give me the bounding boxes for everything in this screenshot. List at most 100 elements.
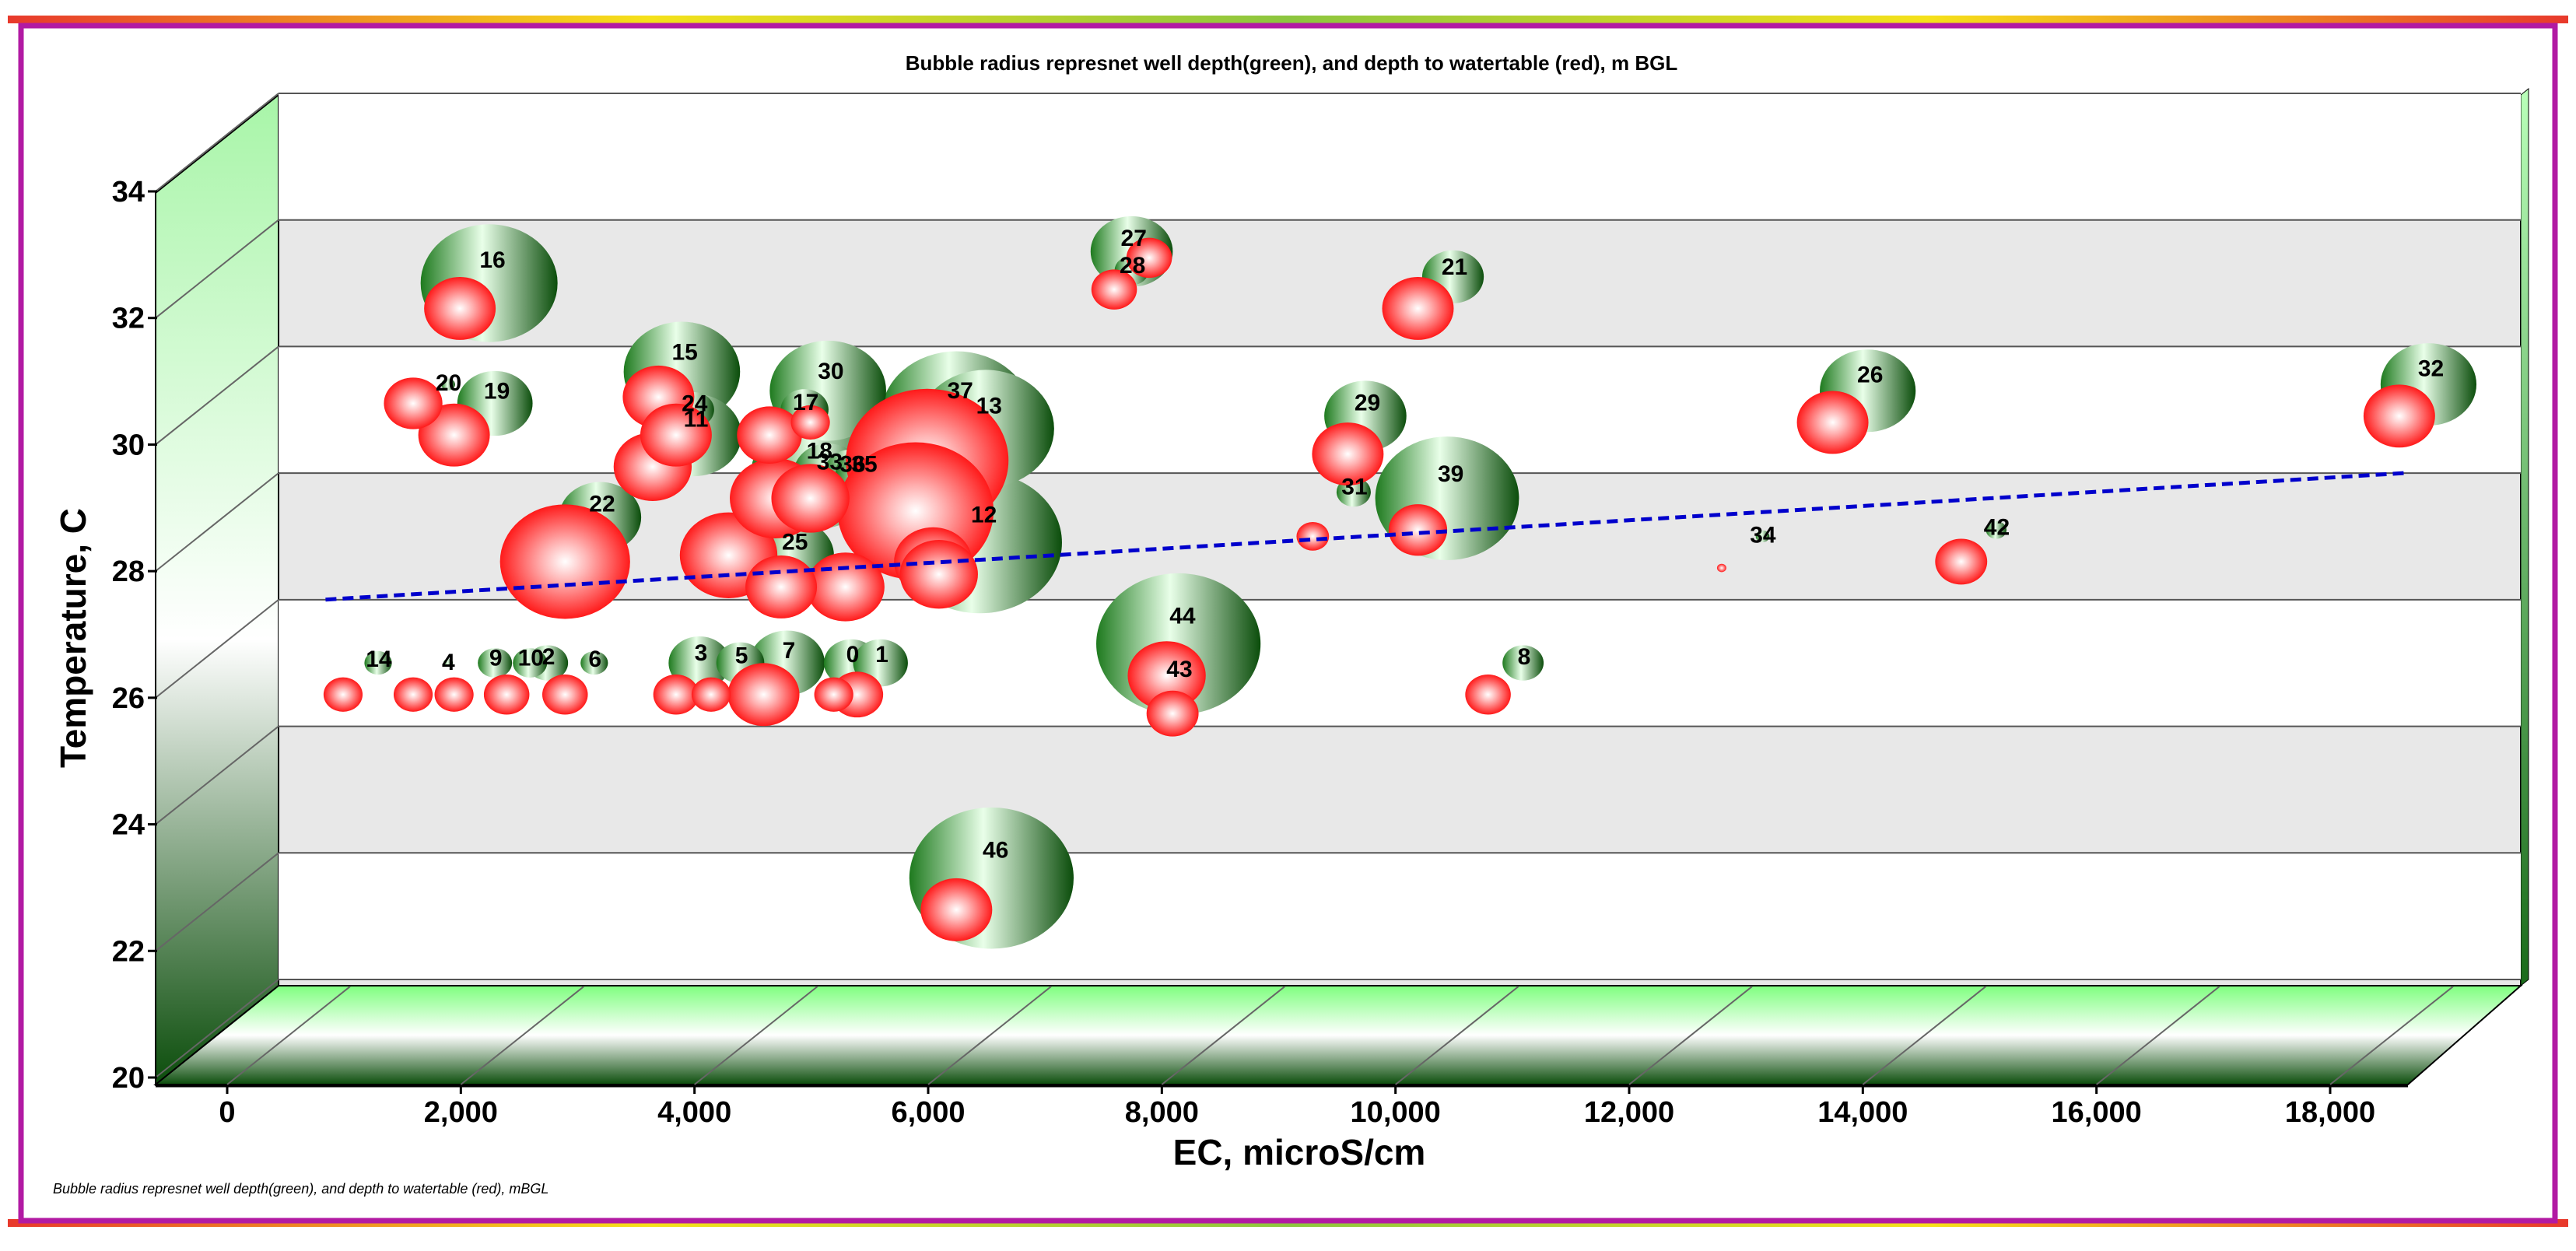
floor-gridline: [1628, 986, 1753, 1085]
wall-gridline: [155, 93, 279, 192]
well-depth-bubble: [1755, 530, 1770, 542]
x-tick-label: 18,000: [2285, 1096, 2375, 1129]
bubble-label: 46: [983, 838, 1008, 864]
bubble-label: 24: [682, 391, 708, 416]
bubble-label: 5: [735, 643, 748, 668]
water-table-bubble: [499, 504, 630, 619]
bubble-label: 30: [818, 359, 843, 384]
chart-title: Bubble radius represnet well depth(green…: [906, 51, 1678, 75]
water-table-bubble: [814, 677, 853, 712]
bubble-label: 9: [489, 645, 503, 671]
bubble-label: 7: [783, 638, 796, 664]
water-table-bubble: [1796, 391, 1869, 454]
water-table-bubble: [691, 677, 731, 712]
water-table-bubble: [1465, 675, 1511, 715]
water-table-bubble: [1382, 277, 1454, 340]
frame-top-bar: [8, 16, 2568, 23]
bubble-label: 3: [695, 640, 708, 666]
well-depth-bubble: [1502, 645, 1544, 681]
x-tick-label: 4,000: [657, 1096, 731, 1129]
wall-gridline: [155, 219, 279, 319]
wall-gridline: [155, 472, 279, 572]
bubble-label: 4: [442, 650, 455, 675]
bubble-label: 35: [851, 452, 877, 478]
y-tick-label: 30: [112, 429, 145, 461]
y-tick-label: 32: [112, 303, 145, 335]
bubble-label: 44: [1169, 604, 1196, 629]
well-depth-bubble: [364, 650, 392, 675]
floor: [153, 985, 2523, 1085]
floor-gridline: [1161, 986, 1285, 1085]
x-tick-label: 16,000: [2052, 1096, 2142, 1129]
floor-gridline: [460, 986, 584, 1085]
x-tick-label: 8,000: [1125, 1096, 1199, 1129]
right-wall: [2520, 87, 2529, 987]
floor-gridline: [2096, 986, 2220, 1085]
water-table-bubble: [1388, 504, 1448, 556]
water-table-bubble: [920, 878, 993, 941]
x-tick-label: 6,000: [891, 1096, 965, 1129]
well-depth-bubble: [1985, 520, 2007, 539]
y-axis-title: Temperature, C: [53, 508, 93, 768]
y-tick-label: 20: [112, 1062, 145, 1095]
bubble-label: 20: [436, 370, 461, 396]
footnote: Bubble radius represnet well depth(green…: [53, 1181, 548, 1197]
bubble-label: 31: [1341, 475, 1367, 500]
well-depth-bubble: [478, 648, 513, 678]
well-depth-bubble: [443, 658, 454, 668]
floor-gridline: [2329, 986, 2454, 1085]
water-table-bubble: [434, 677, 474, 712]
bubble-label: 43: [1166, 657, 1192, 682]
water-table-bubble: [1127, 641, 1206, 710]
well-depth-bubble: [513, 648, 548, 678]
x-tick-label: 14,000: [1817, 1096, 1908, 1129]
bubble-label: 22: [589, 491, 615, 517]
bubble-label: 25: [782, 529, 808, 555]
bubble-label: 26: [1857, 363, 1883, 388]
bubble-label: 28: [1120, 253, 1145, 279]
bubble-label: 37: [947, 378, 973, 404]
bubble-label: 0: [846, 642, 860, 668]
water-table-bubble: [2363, 384, 2435, 448]
wall-gridline: [155, 599, 279, 699]
bubble-label: 32: [2418, 356, 2444, 382]
wall-gridline: [155, 979, 279, 1078]
water-table-bubble: [1126, 237, 1172, 279]
water-table-bubble: [727, 663, 800, 727]
water-table-bubble: [771, 464, 850, 533]
water-table-bubble: [323, 677, 363, 712]
trend-line: [325, 471, 2406, 602]
y-tick-label: 28: [112, 555, 145, 588]
water-table-bubble: [806, 552, 885, 622]
floor-gridline: [927, 986, 1052, 1085]
bubble-label: 21: [1442, 254, 1467, 280]
water-table-bubble: [790, 405, 830, 440]
wall-gridline: [155, 345, 279, 446]
x-tick-label: 10,000: [1351, 1096, 1441, 1129]
bubble-label: 42: [1984, 515, 2010, 541]
x-axis-title: EC, microS/cm: [1173, 1132, 1426, 1172]
bubble-label: 36: [839, 452, 865, 478]
bubble-label: 18: [807, 439, 832, 464]
y-tick-label: 24: [112, 809, 145, 842]
water-table-bubble: [1146, 690, 1199, 737]
water-table-bubble: [1296, 521, 1330, 551]
water-table-bubble: [737, 406, 802, 464]
floor-gridline: [1862, 986, 1986, 1085]
water-table-bubble: [745, 555, 818, 618]
grid-band: [279, 599, 2521, 727]
water-table-bubble: [384, 377, 443, 429]
bubble-label: 29: [1355, 390, 1380, 415]
water-table-bubble: [483, 675, 530, 715]
bubble-label: 19: [484, 379, 510, 405]
water-table-bubble: [542, 675, 588, 715]
bubble-label: 1: [875, 642, 888, 668]
x-tick-label: 0: [219, 1096, 235, 1129]
water-table-bubble: [424, 277, 496, 340]
bubble-label: 10: [518, 645, 544, 671]
grid-band: [279, 93, 2521, 220]
bubble-label: 34: [1750, 522, 1776, 548]
